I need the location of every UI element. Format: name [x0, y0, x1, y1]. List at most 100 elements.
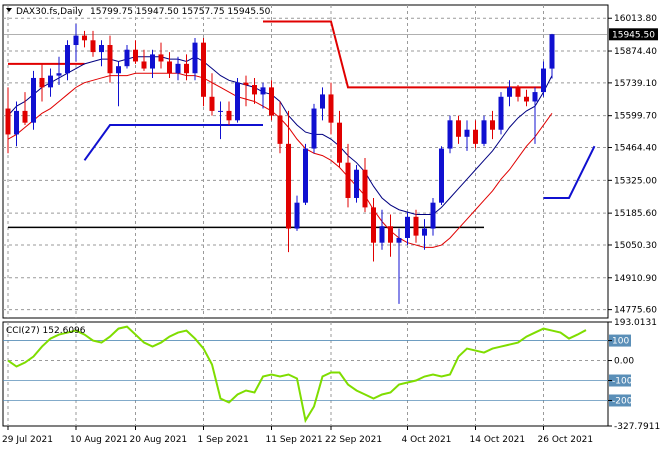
- x-tick-label: 4 Oct 2021: [402, 435, 452, 445]
- y-tick-label: 14775.60: [614, 306, 657, 316]
- cci-y-tick-label: -200: [612, 396, 633, 406]
- y-tick-label: 16013.80: [614, 14, 657, 24]
- candle-bearish: [107, 45, 113, 74]
- candle-bullish: [150, 54, 155, 69]
- candle-bullish: [56, 73, 62, 76]
- candle-bearish: [209, 96, 215, 111]
- candle-bullish: [379, 226, 385, 243]
- cci-series: [7, 325, 587, 424]
- candle-bearish: [158, 54, 164, 62]
- candle-bullish: [439, 148, 444, 203]
- blue-trend-line: [83, 124, 263, 161]
- symbol-label: DAX30.fs,Daily: [16, 7, 84, 17]
- candle-bullish: [218, 110, 223, 112]
- candle-bullish: [124, 49, 130, 67]
- x-tick-label: 26 Oct 2021: [538, 435, 594, 445]
- candle-bullish: [481, 120, 487, 144]
- candle-bullish: [48, 75, 53, 88]
- x-tick-label: 14 Oct 2021: [470, 435, 526, 445]
- candle-bearish: [413, 216, 419, 236]
- current-price-box: [609, 28, 658, 41]
- candle-bullish: [464, 129, 470, 137]
- candle-bullish: [192, 42, 198, 74]
- y-tick-label: 15185.60: [614, 209, 657, 219]
- y-tick-label: 15739.10: [614, 79, 657, 89]
- candle-bullish: [73, 35, 79, 46]
- cci-y-tick-label: 0.00: [614, 357, 634, 367]
- price-panel-frame: [2, 4, 609, 319]
- candle-bearish: [252, 85, 257, 95]
- candle-bearish: [337, 122, 342, 163]
- x-tick-label: 11 Sep 2021: [266, 435, 323, 445]
- candle-bearish: [22, 110, 28, 123]
- candle-bearish: [141, 61, 147, 69]
- x-tick-label: 1 Sep 2021: [198, 435, 249, 445]
- blue-trend-line: [543, 145, 596, 199]
- candle-bearish: [269, 87, 274, 116]
- y-tick-label: 15050.30: [614, 241, 657, 251]
- current-price-label: 15945.50: [612, 30, 655, 40]
- candle-bullish: [175, 63, 181, 74]
- candle-bullish: [65, 45, 70, 74]
- candle-bullish: [311, 108, 317, 149]
- candle-bearish: [456, 120, 461, 137]
- cci-level-box: [609, 394, 631, 407]
- candle-bearish: [524, 96, 529, 102]
- candle-bullish: [260, 87, 266, 95]
- ohlc-readout: 15799.75 15947.50 15757.75 15945.50: [90, 7, 271, 17]
- cci-level-box: [609, 334, 631, 347]
- y-tick-label: 15874.40: [614, 47, 657, 57]
- candle-bearish: [243, 82, 249, 86]
- candle-bullish: [532, 92, 538, 102]
- candle-bearish: [201, 42, 206, 97]
- cci-y-tick-label: -100: [612, 377, 633, 387]
- candle-bullish: [354, 169, 359, 198]
- candle-bearish: [345, 162, 351, 198]
- candle-bullish: [541, 68, 546, 93]
- candle-bullish: [405, 216, 410, 238]
- candle-bullish: [422, 228, 427, 236]
- red-trend-line: [263, 20, 544, 89]
- candle-bearish: [277, 115, 283, 144]
- candle-bearish: [167, 61, 172, 74]
- candles: [5, 23, 555, 304]
- candle-bullish: [549, 34, 555, 69]
- candle-bullish: [99, 45, 104, 53]
- candle-bearish: [82, 35, 87, 41]
- candle-bearish: [473, 129, 478, 144]
- candle-bearish: [90, 40, 96, 53]
- candle-bullish: [31, 77, 36, 123]
- cci-y-tick-label: 193.0131: [614, 318, 657, 328]
- x-tick-label: 29 Jul 2021: [2, 435, 53, 445]
- cci-panel-frame: [2, 321, 609, 427]
- candle-bearish: [371, 207, 376, 243]
- y-tick-label: 15464.40: [614, 144, 657, 154]
- y-tick-label: 15599.70: [614, 112, 657, 122]
- x-tick-label: 10 Aug 2021: [70, 435, 128, 445]
- candle-bullish: [294, 202, 300, 229]
- candle-bearish: [515, 87, 521, 97]
- candle-bullish: [235, 82, 240, 121]
- candle-bearish: [362, 169, 368, 208]
- candle-bearish: [5, 108, 11, 135]
- cci-level-box: [609, 374, 631, 387]
- candle-bearish: [39, 77, 45, 88]
- candle-bearish: [133, 49, 138, 62]
- candle-bullish: [320, 94, 325, 109]
- x-tick-label: 20 Aug 2021: [130, 435, 188, 445]
- candle-bullish: [14, 110, 19, 135]
- candle-bullish: [430, 202, 436, 229]
- x-tick-label: 22 Sep 2021: [325, 435, 382, 445]
- candle-bullish: [396, 237, 402, 243]
- axes: 16013.80 15874.40 15739.10 15599.70 15464.40…: [2, 14, 660, 445]
- candle-bearish: [388, 226, 393, 243]
- collapse-arrow-icon[interactable]: [6, 8, 12, 12]
- candle-bearish: [184, 63, 189, 74]
- candle-bullish: [116, 66, 121, 74]
- cci-header-label: CCI(27) 152.6096: [6, 326, 86, 336]
- y-tick-label: 15325.00: [614, 176, 657, 186]
- cci-y-tick-label: -327.7911: [614, 422, 660, 432]
